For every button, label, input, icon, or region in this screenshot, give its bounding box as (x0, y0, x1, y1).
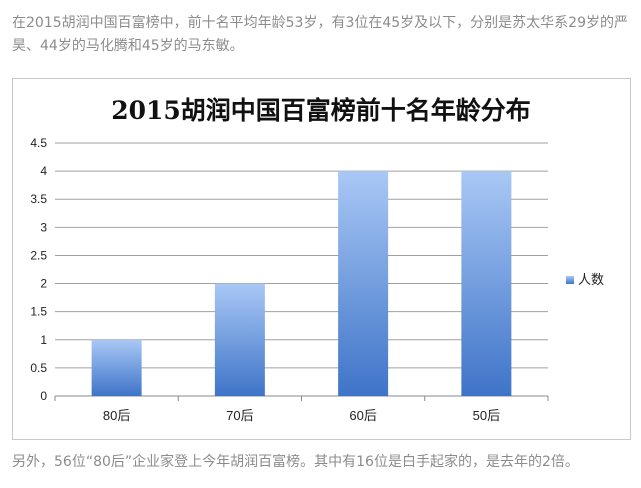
y-tick-label: 1.5 (30, 305, 47, 319)
y-tick-label: 2.5 (30, 248, 47, 262)
bar-2 (338, 171, 389, 396)
y-tick-label: 2 (40, 277, 47, 291)
legend-label: 人数 (578, 272, 604, 287)
chart-title: 2015胡润中国百富榜前十名年龄分布 (111, 96, 531, 125)
y-tick-label: 3 (40, 220, 47, 234)
bar-0 (91, 339, 142, 396)
age-distribution-bar-chart: 2015胡润中国百富榜前十名年龄分布 00.511.522.533.544.5 … (30, 96, 604, 423)
x-tick-label: 80后 (103, 408, 130, 423)
x-tick-label: 50后 (473, 408, 500, 423)
y-tick-label: 4 (40, 164, 47, 178)
y-tick-label: 0 (40, 389, 47, 403)
y-tick-label: 4.5 (30, 136, 47, 150)
y-tick-label: 3.5 (30, 192, 47, 206)
legend-swatch (566, 276, 574, 284)
x-tick-label: 60后 (349, 408, 376, 423)
chart-legend: 人数 (566, 272, 604, 287)
intro-paragraph: 在2015胡润中国百富榜中，前十名平均年龄53岁，有3位在45岁及以下，分别是苏… (12, 15, 628, 54)
chart-frame: 2015胡润中国百富榜前十名年龄分布 0 0.5 1 1.5 2 2.5 3 3.5 4 4.5 … (12, 78, 631, 440)
y-tick-label: 0.5 (30, 361, 47, 375)
y-tick-label: 1 (40, 333, 47, 347)
bar-3 (461, 171, 512, 396)
bar-1 (214, 283, 265, 396)
outro-paragraph: 另外，56位“80后”企业家登上今年胡润百富榜。其中有16位是白手起家的，是去年… (12, 454, 579, 470)
x-tick-label: 70后 (226, 408, 253, 423)
